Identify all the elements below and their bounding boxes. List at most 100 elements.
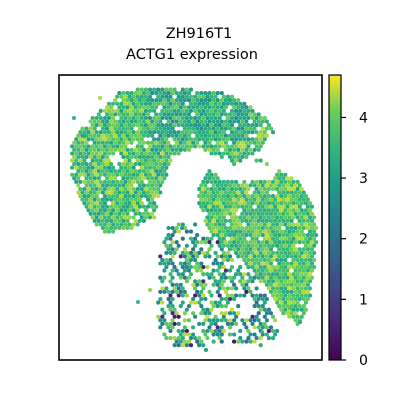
spot (209, 186, 214, 192)
spot (170, 91, 175, 96)
spot (205, 236, 210, 241)
spot (106, 115, 112, 121)
spot (152, 137, 157, 142)
spot (229, 94, 235, 99)
spot (260, 211, 265, 216)
spot (240, 197, 245, 202)
spot (186, 147, 192, 152)
spot (121, 162, 126, 167)
spot (268, 261, 274, 266)
spot (121, 218, 126, 223)
spot (236, 147, 241, 152)
spot (205, 94, 210, 99)
spot (162, 105, 167, 110)
spot (207, 218, 212, 223)
spot (133, 190, 138, 195)
spot (129, 176, 134, 181)
spot (240, 126, 245, 131)
spot (86, 179, 91, 184)
spot (295, 286, 300, 291)
spot (240, 233, 245, 238)
spot (135, 101, 140, 106)
spot (209, 272, 214, 277)
spot (223, 98, 228, 103)
spot (234, 201, 239, 206)
spot (295, 208, 300, 213)
spot (168, 250, 173, 255)
spot (170, 275, 175, 280)
spot (221, 123, 226, 128)
spot (139, 130, 144, 135)
spot (197, 94, 202, 99)
spot (92, 162, 97, 167)
spot (102, 108, 107, 113)
spot (156, 101, 161, 106)
spot (273, 282, 278, 287)
spot (174, 133, 179, 138)
spot (111, 208, 116, 213)
spot (135, 201, 140, 206)
spot (277, 169, 282, 174)
spot (176, 293, 181, 298)
spot (166, 289, 171, 294)
spot (227, 325, 233, 330)
spot (215, 119, 220, 124)
spot (197, 194, 202, 199)
spot (102, 201, 107, 206)
spot (92, 197, 97, 202)
spot (270, 215, 276, 220)
spot (236, 304, 241, 309)
spot (301, 233, 306, 238)
spot (166, 98, 171, 103)
spot (221, 108, 226, 113)
spot (156, 186, 161, 192)
spot (211, 304, 216, 309)
spot (86, 130, 91, 135)
spot (78, 151, 83, 156)
spot (242, 186, 247, 192)
spot (260, 233, 265, 238)
spot (100, 140, 105, 145)
spot (182, 289, 187, 294)
spot (207, 112, 212, 117)
spot (246, 144, 251, 149)
spot (309, 247, 315, 252)
spot (76, 154, 81, 160)
spot (139, 172, 144, 177)
spot (97, 95, 103, 101)
spot (137, 91, 142, 96)
spot (299, 194, 304, 199)
spot (221, 208, 226, 213)
spot (260, 296, 265, 302)
spot (164, 165, 169, 170)
spot (137, 154, 142, 160)
spot (277, 296, 282, 302)
spot (291, 236, 296, 241)
spot (78, 179, 83, 184)
spot (119, 165, 124, 170)
spot (225, 179, 230, 184)
spot (178, 282, 183, 287)
spot (160, 123, 165, 128)
spot (168, 115, 173, 121)
spot (162, 332, 167, 337)
spot (301, 261, 306, 266)
spot (178, 339, 183, 344)
spot (258, 343, 263, 348)
spot (264, 261, 269, 266)
spot (213, 151, 218, 156)
spot (78, 186, 83, 192)
spot (154, 112, 159, 117)
spot (258, 130, 263, 135)
spot (232, 147, 237, 152)
spot (154, 147, 159, 152)
spot (104, 147, 110, 152)
spot (96, 197, 101, 202)
spot (92, 176, 97, 181)
spot (191, 105, 196, 110)
spot (150, 154, 155, 160)
spot (221, 186, 226, 192)
spot (219, 261, 224, 266)
spot (188, 250, 194, 255)
spot (135, 158, 140, 163)
